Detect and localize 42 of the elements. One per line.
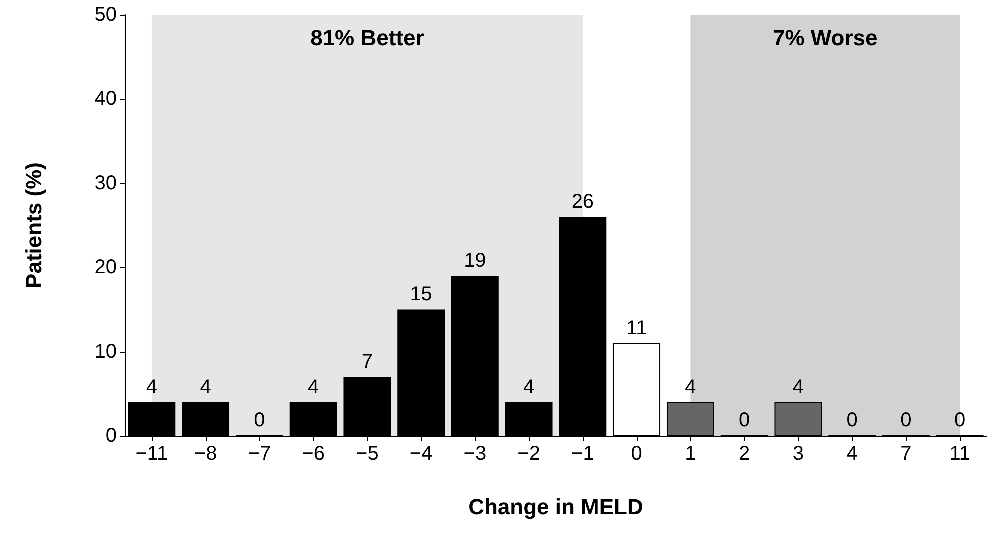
data-label: 15 xyxy=(410,284,432,306)
x-tick-label: 0 xyxy=(631,443,642,465)
x-tick-label: −4 xyxy=(410,443,433,465)
x-tick-label: −1 xyxy=(572,443,594,465)
x-tick-label: −3 xyxy=(464,443,487,465)
band-label: 81% Better xyxy=(310,26,425,50)
x-tick-label: −11 xyxy=(136,443,168,465)
y-tick-label: 20 xyxy=(94,256,117,279)
x-tick-label: 11 xyxy=(950,443,970,465)
data-label: 26 xyxy=(572,191,594,214)
x-tick-label: 7 xyxy=(900,443,912,465)
x-axis-title: Change in MELD xyxy=(468,494,644,520)
x-tick-label: 2 xyxy=(739,443,750,465)
y-axis-title: Patients (%) xyxy=(22,162,46,288)
data-label: 11 xyxy=(626,317,648,340)
x-tick-label: −2 xyxy=(518,443,540,465)
y-tick-label: 40 xyxy=(94,88,117,110)
data-label: 7 xyxy=(362,351,373,374)
x-tick-label: 1 xyxy=(685,443,696,465)
x-tick-label: 3 xyxy=(792,443,804,465)
data-label: 4 xyxy=(524,376,535,398)
y-tick-label: 10 xyxy=(94,340,117,363)
data-label: 4 xyxy=(308,376,320,398)
data-label: 0 xyxy=(846,410,858,432)
data-label: 4 xyxy=(200,376,212,398)
y-tick-label: 50 xyxy=(94,4,117,26)
data-label: 0 xyxy=(954,410,966,432)
y-tick-label: 0 xyxy=(106,425,117,447)
data-label: 19 xyxy=(464,250,486,272)
x-tick-label: −8 xyxy=(194,443,218,465)
band-label: 7% Worse xyxy=(773,26,878,50)
data-label: 0 xyxy=(900,410,912,432)
x-tick-label: −7 xyxy=(248,443,272,465)
x-tick-label: −5 xyxy=(356,443,379,465)
data-label: 4 xyxy=(146,376,158,398)
data-label: 0 xyxy=(739,410,750,432)
data-label: 0 xyxy=(254,410,266,432)
data-label: 4 xyxy=(685,376,696,398)
y-tick-label: 30 xyxy=(94,172,117,194)
data-label: 4 xyxy=(792,376,804,398)
x-tick-label: 4 xyxy=(846,443,858,465)
x-tick-label: −6 xyxy=(302,443,325,465)
